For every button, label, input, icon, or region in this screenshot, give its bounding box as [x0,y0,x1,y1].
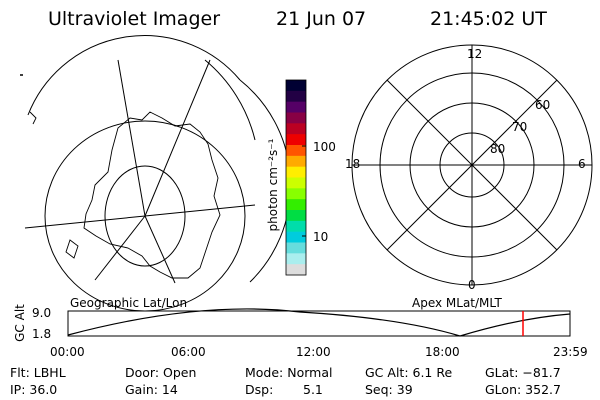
meridian-line [117,59,146,217]
dsp-label: Dsp: [245,382,274,397]
polar-caption: Apex MLat/MLT [412,296,502,310]
mlt-label-0: 0 [468,278,476,292]
color-scale-segment [286,155,306,168]
mlt-label-18: 18 [345,157,361,171]
geo-map-caption: Geographic Lat/Lon [70,296,188,310]
mlt-label-6: 6 [578,157,586,171]
polar-diagonal [386,79,558,251]
color-scale-segment [286,80,306,92]
meridian-line [144,204,256,217]
color-scale-segment [286,145,306,157]
glon-readout: GLon: 352.7 [485,382,561,397]
color-scale-segment [286,199,306,211]
color-scale-segment [286,220,306,233]
colorbar-tick-10: 10 [313,230,329,244]
colorbar-tick-100: 100 [313,140,336,154]
mode-readout: Mode: Normal [245,365,333,380]
glat-readout: GLat: −81.7 [485,365,561,380]
seq-readout: Seq: 39 [365,382,413,397]
altitude-tick-max: 9.0 [32,306,52,320]
polar-grid [351,44,593,286]
color-scale-segment [286,231,306,243]
mlt-label-12: 12 [467,47,483,61]
color-scale-bar [286,80,306,276]
color-scale-segment [286,90,306,103]
meridian-line [144,215,176,284]
color-scale-segment [286,112,306,124]
app-title: Ultraviolet Imager [48,8,221,30]
color-scale-segment [286,188,306,200]
colorbar-unit-label: photon cm⁻²s⁻¹ [266,138,280,232]
gc-alt-readout: GC Alt: 6.1 Re [365,365,453,380]
mlat-label-70: 70 [512,120,528,134]
time-label: 21:45:02 UT [430,8,547,30]
color-scale-segment [286,210,306,222]
altitude-plot-frame [67,310,571,337]
gain-readout: Gain: 14 [125,382,178,397]
mlat-label-60: 60 [535,98,551,112]
color-scale-segment [286,123,306,135]
door-readout: Door: Open [125,365,197,380]
mlat-label-80: 80 [490,142,506,156]
geographic-map [20,35,292,312]
altitude-axis-label: GC Alt [13,304,27,342]
dsp-value: 5.1 [303,382,323,397]
color-scale-segment [286,264,306,276]
altitude-tick-min: 1.8 [32,327,52,341]
time-tick-2: 12:00 [296,345,331,359]
ip-readout: IP: 36.0 [10,382,58,397]
time-tick-1: 06:00 [171,345,206,359]
time-tick-3: 18:00 [425,345,460,359]
altitude-plot [67,308,571,337]
color-scale-segment [286,177,306,189]
color-scale-segment [286,166,306,178]
color-scale-segment [286,253,306,265]
altitude-curve [67,308,571,337]
filter-readout: Flt: LBHL [10,365,66,380]
meridian-line [94,215,146,281]
time-tick-4: 23:59 [553,345,588,359]
map-horizon-arc [27,35,241,116]
date-label: 21 Jun 07 [276,8,367,30]
meridian-line [144,59,211,217]
time-tick-0: 00:00 [50,345,85,359]
continent-outline [83,111,221,279]
latitude-circle-inner [104,165,186,267]
color-scale-frame [285,79,307,276]
color-scale-segment [286,134,306,146]
color-scale-segment [286,101,306,113]
color-scale-segment [286,242,306,254]
